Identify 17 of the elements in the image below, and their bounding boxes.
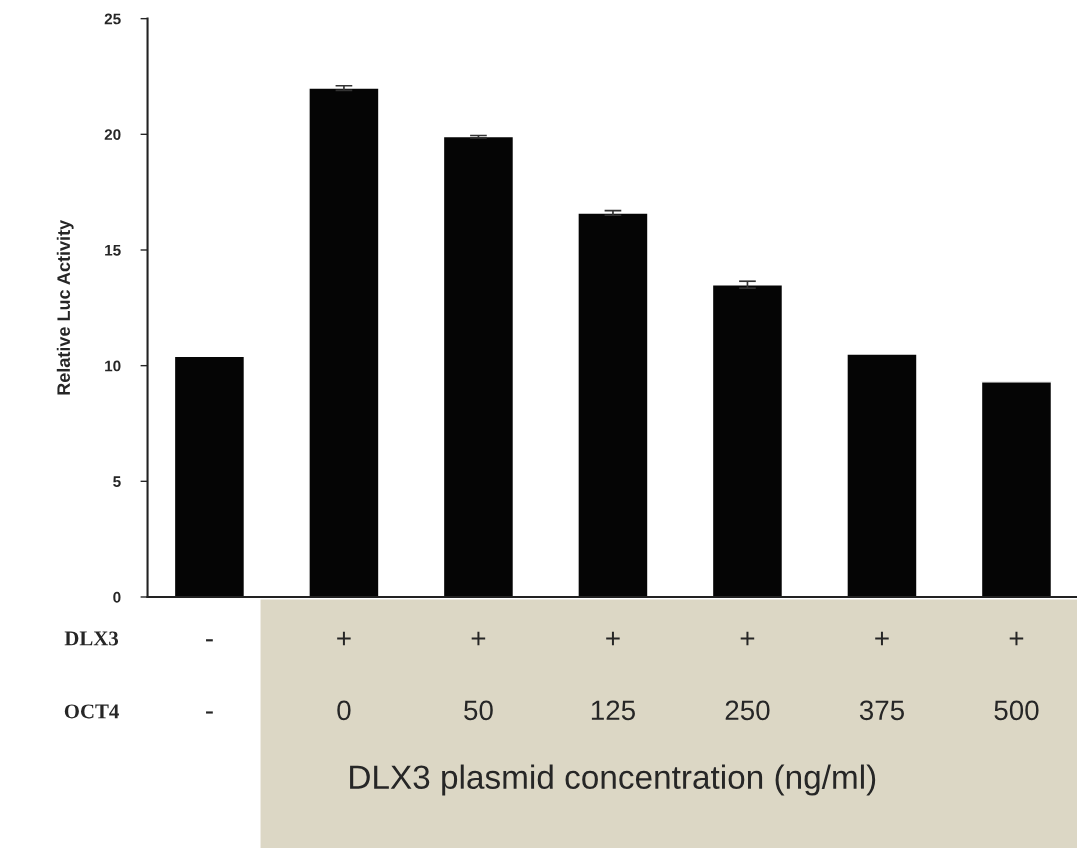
y-tick-label: 0 [113,591,121,603]
y-tick-label: 10 [105,360,121,372]
y-tick-label: 20 [104,129,121,141]
category-label: - - [206,639,213,714]
category-label: + 50 [464,631,493,721]
category-label: + 500 [994,631,1039,721]
category-label: + 375 [859,631,904,721]
text: DLX3 [64,631,119,646]
y-axis-title: Relative Luc Activity [56,219,74,395]
category-label: + 125 [591,631,635,721]
category-label: + 250 [725,631,770,721]
text: OCT4 [64,704,119,719]
y-tick-label: 15 [105,245,121,256]
category-label: + 0 [337,631,351,721]
y-tick-label: 5 [113,476,121,488]
y-tick-label: 25 [104,13,121,25]
x-axis-title: DLX3 plasmid concentration (ng/ml) [350,764,876,796]
